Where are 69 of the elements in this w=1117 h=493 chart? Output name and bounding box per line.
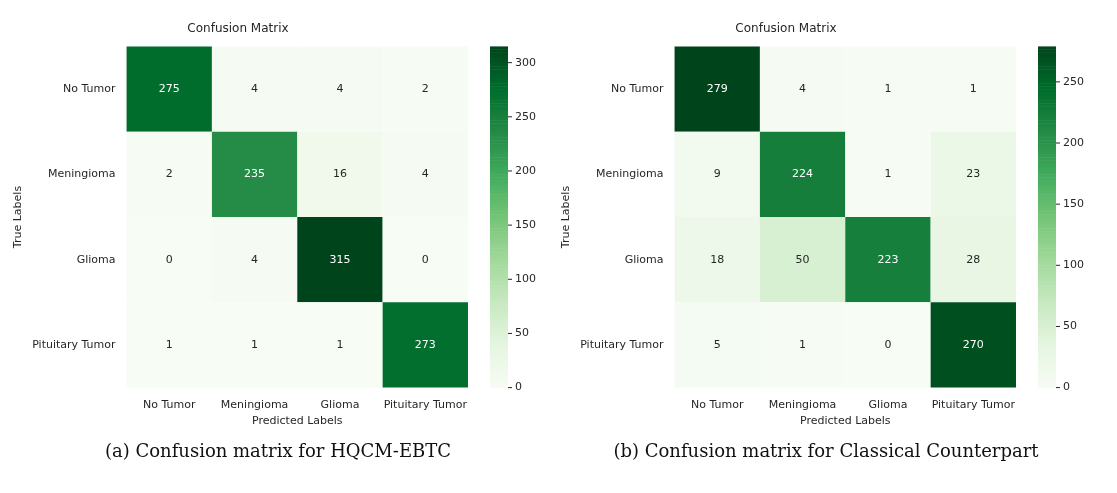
color-bar-label: 100 bbox=[1063, 258, 1084, 272]
y-tick-label: Glioma bbox=[624, 252, 664, 266]
data-label: 270 bbox=[962, 337, 984, 351]
data-label: 273 bbox=[414, 337, 436, 351]
data-label: 1 bbox=[165, 337, 173, 351]
data-label: 275 bbox=[158, 81, 180, 95]
color-bar-label: 200 bbox=[1063, 135, 1084, 149]
chart-title: Confusion Matrix bbox=[187, 21, 289, 36]
y-tick-label: Glioma bbox=[76, 252, 116, 266]
data-label: 1 bbox=[969, 81, 977, 95]
data-label: 9 bbox=[713, 167, 721, 181]
data-label: 223 bbox=[877, 252, 899, 266]
y-axis-title: True Labels bbox=[11, 185, 25, 250]
x-tick-label: Pituitary Tumor bbox=[931, 398, 1016, 412]
color-bar-label: 200 bbox=[515, 163, 536, 177]
x-tick-label: No Tumor bbox=[143, 398, 196, 412]
data-label: 0 bbox=[884, 337, 892, 351]
color-bar-label: 250 bbox=[1063, 74, 1084, 88]
y-tick-label: No Tumor bbox=[63, 81, 117, 95]
x-tick-label: No Tumor bbox=[691, 398, 744, 412]
data-label: 2 bbox=[165, 167, 173, 181]
data-label: 279 bbox=[706, 81, 728, 95]
data-label: 1 bbox=[884, 167, 892, 181]
data-label: 1 bbox=[884, 81, 892, 95]
data-label: 5 bbox=[713, 337, 721, 351]
data-label: 4 bbox=[251, 81, 259, 95]
x-axis-title: Predicted Labels bbox=[252, 414, 343, 428]
data-label: 1 bbox=[251, 337, 259, 351]
data-label: 18 bbox=[710, 252, 725, 266]
data-label: 28 bbox=[966, 252, 981, 266]
y-tick-label: Pituitary Tumor bbox=[32, 337, 117, 351]
data-label: 4 bbox=[251, 252, 259, 266]
color-bar-label: 0 bbox=[1063, 380, 1070, 394]
data-label: 4 bbox=[336, 81, 344, 95]
color-bar-label: 0 bbox=[515, 380, 522, 394]
data-label: 16 bbox=[332, 167, 347, 181]
data-label: 224 bbox=[792, 167, 814, 181]
data-label: 315 bbox=[329, 252, 351, 266]
x-tick-label: Meningioma bbox=[768, 398, 837, 412]
data-label: 4 bbox=[421, 167, 429, 181]
data-label: 0 bbox=[421, 252, 429, 266]
x-tick-label: Pituitary Tumor bbox=[383, 398, 468, 412]
data-label: 2 bbox=[421, 81, 429, 95]
data-label: 50 bbox=[795, 252, 810, 266]
text: (b) Confusion matrix for Classical Counterpart bbox=[612, 440, 1040, 461]
chart-title: Confusion Matrix bbox=[735, 21, 837, 36]
x-axis-title: Predicted Labels bbox=[800, 414, 891, 428]
text: (a) Confusion matrix for HQCM-EBTC bbox=[103, 440, 453, 461]
data-label: 235 bbox=[244, 167, 266, 181]
color-bar-label: 150 bbox=[1063, 197, 1084, 211]
data-label: 23 bbox=[966, 167, 981, 181]
data-label: 0 bbox=[165, 252, 173, 266]
color-bar-label: 150 bbox=[515, 217, 536, 231]
data-label: 4 bbox=[799, 81, 807, 95]
x-tick-label: Meningioma bbox=[220, 398, 289, 412]
color-bar-label: 50 bbox=[515, 326, 529, 340]
color-bar-label: 50 bbox=[1063, 319, 1077, 333]
data-label: 1 bbox=[336, 337, 344, 351]
y-tick-label: Pituitary Tumor bbox=[580, 337, 665, 351]
y-tick-label: No Tumor bbox=[611, 81, 665, 95]
data-label: 1 bbox=[799, 337, 807, 351]
x-tick-label: Glioma bbox=[868, 398, 908, 412]
color-bar-label: 100 bbox=[515, 272, 536, 286]
y-tick-label: Meningioma bbox=[48, 167, 116, 181]
y-tick-label: Meningioma bbox=[596, 167, 664, 181]
y-axis-title: True Labels bbox=[559, 185, 573, 250]
color-bar-label: 300 bbox=[515, 55, 536, 69]
color-bar-label: 250 bbox=[515, 109, 536, 123]
x-tick-label: Glioma bbox=[320, 398, 360, 412]
